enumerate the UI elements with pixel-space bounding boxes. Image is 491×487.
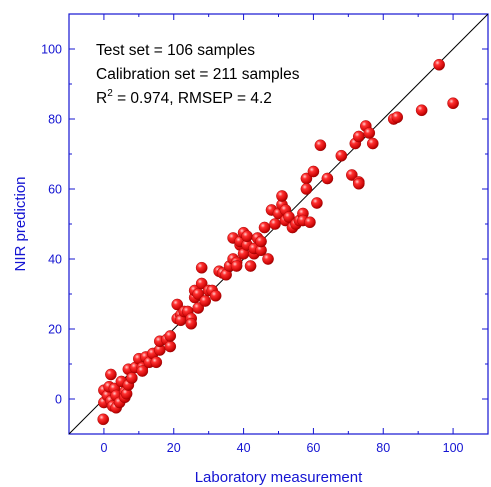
- data-point: [391, 111, 404, 124]
- y-tick-label: 20: [48, 323, 62, 337]
- y-tick-label: 40: [48, 253, 62, 267]
- y-tick-label: 0: [55, 393, 62, 407]
- data-point: [136, 365, 149, 377]
- data-point: [255, 235, 267, 248]
- data-point: [335, 149, 348, 162]
- data-point: [241, 230, 253, 243]
- data-point: [258, 221, 271, 234]
- data-point: [171, 298, 184, 311]
- data-point: [447, 97, 459, 110]
- y-tick-label: 80: [48, 113, 62, 127]
- data-point: [304, 216, 316, 229]
- data-point: [353, 177, 365, 190]
- data-point: [164, 330, 177, 342]
- r2-label: R: [96, 90, 107, 107]
- data-point: [307, 165, 320, 178]
- data-point: [363, 127, 376, 139]
- data-point: [192, 288, 204, 300]
- data-point: [366, 137, 379, 150]
- data-point: [105, 368, 117, 381]
- annotation-test-set: Test set = 106 samples: [96, 42, 255, 59]
- data-point: [353, 130, 365, 143]
- r2-rmsep-values: = 0.974, RMSEP = 4.2: [113, 90, 272, 107]
- x-tick-label: 60: [306, 441, 320, 455]
- data-point: [311, 197, 323, 209]
- x-tick-label: 80: [376, 441, 390, 455]
- x-tick-label: 40: [237, 441, 251, 455]
- x-tick-label: 100: [443, 441, 464, 455]
- data-point: [164, 340, 177, 353]
- data-point: [97, 413, 110, 426]
- data-point: [244, 260, 257, 272]
- annotation-calibration-set: Calibration set = 211 samples: [96, 66, 300, 83]
- data-points: [97, 58, 459, 426]
- x-tick-label: 20: [167, 441, 181, 455]
- y-tick-label: 100: [41, 43, 62, 57]
- y-axis-ticks: 0 20 40 60 80 100: [41, 43, 488, 407]
- x-axis-ticks: 0 20 40 60 80 100: [100, 14, 464, 455]
- data-point: [195, 277, 208, 290]
- data-point: [195, 261, 208, 274]
- x-tick-label: 0: [100, 441, 107, 455]
- data-point: [126, 372, 138, 384]
- annotation-r2-rmsep: R2 = 0.974, RMSEP = 4.2: [96, 88, 272, 107]
- data-point: [415, 104, 428, 117]
- data-point: [346, 169, 358, 181]
- data-point: [199, 295, 211, 307]
- data-point: [283, 211, 295, 223]
- data-point: [300, 183, 313, 195]
- data-point: [230, 260, 243, 272]
- data-point: [314, 139, 327, 152]
- data-point: [321, 172, 334, 185]
- y-axis-title: NIR prediction: [12, 176, 29, 271]
- data-point: [276, 190, 288, 202]
- y-tick-label: 60: [48, 183, 62, 197]
- data-point: [185, 317, 198, 330]
- data-point: [262, 253, 274, 265]
- r2-superscript: 2: [107, 88, 113, 99]
- data-point: [209, 289, 222, 302]
- data-point: [269, 218, 281, 230]
- x-axis-title: Laboratory measurement: [195, 469, 363, 486]
- data-point: [192, 302, 204, 314]
- data-point: [150, 356, 163, 369]
- data-point: [433, 58, 445, 71]
